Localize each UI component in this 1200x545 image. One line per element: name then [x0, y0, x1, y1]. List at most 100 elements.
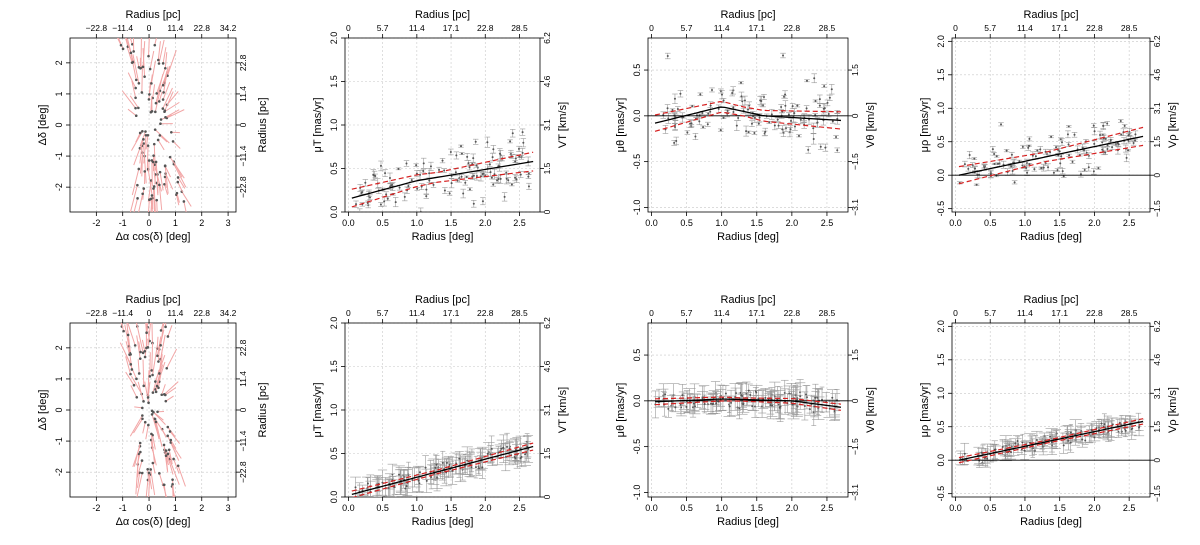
star-point	[154, 418, 157, 421]
data-point	[1061, 141, 1063, 143]
y2-tick-label-2: 0	[238, 122, 248, 127]
data-point	[710, 105, 712, 107]
x2-tick-label-1: 5.7	[984, 308, 996, 318]
data-point	[981, 452, 983, 454]
data-point	[1104, 152, 1106, 154]
star-point	[155, 161, 158, 164]
star-point	[122, 48, 125, 51]
data-point	[462, 193, 464, 195]
star-point	[160, 118, 163, 121]
data-point	[673, 142, 675, 144]
data-point	[514, 177, 516, 179]
y2-tick-label-3: 3.1	[1152, 387, 1162, 399]
data-point	[759, 117, 761, 119]
y2-axis-title: VT [km/s]	[557, 102, 569, 148]
y2-tick-label-0: −1.5	[1152, 485, 1162, 502]
data-point	[784, 94, 786, 96]
data-point	[778, 125, 780, 127]
x-tick-label-2: 1.0	[1019, 503, 1032, 513]
velocity-vector	[159, 473, 163, 485]
x-tick-label-5: 3	[226, 218, 231, 228]
data-point	[795, 394, 797, 396]
data-point	[423, 162, 425, 164]
x-tick-label-3: 1.5	[1053, 218, 1066, 228]
x2-tick-label-5: 28.5	[511, 308, 528, 318]
y-tick-label-2: 0	[54, 407, 64, 412]
star-point	[151, 110, 154, 113]
velocity-vector	[151, 61, 155, 84]
y2-tick-label-1: 1.5	[542, 162, 552, 174]
y-tick-label-2: 0.0	[632, 395, 642, 408]
plot-area	[352, 129, 533, 218]
x-tick-label-2: 1.0	[715, 503, 728, 513]
star-point	[165, 454, 168, 457]
velocity-vector	[170, 157, 184, 178]
y-tick-label-0: -1.0	[632, 200, 642, 216]
data-point	[443, 169, 445, 171]
data-point	[727, 110, 729, 112]
y2-tick-label-3: 1.5	[850, 349, 860, 361]
y2-tick-label-1: −11.4	[238, 430, 248, 451]
data-point	[806, 107, 808, 109]
star-point	[156, 354, 159, 357]
x-tick-label-1: -1	[119, 218, 127, 228]
x2-axis-title: Radius [pc]	[125, 294, 180, 306]
data-point	[1022, 146, 1024, 148]
star-point	[169, 439, 172, 442]
data-point	[744, 100, 746, 102]
x-tick-label-0: 0.0	[949, 218, 962, 228]
data-point	[1000, 123, 1002, 125]
star-point	[141, 130, 144, 133]
star-point	[176, 192, 179, 195]
y2-tick-label-2: 0	[850, 398, 860, 403]
velocity-vector	[171, 442, 181, 458]
data-point	[685, 406, 687, 408]
data-point	[755, 392, 757, 394]
velocity-vector	[169, 459, 179, 485]
data-point	[794, 125, 796, 127]
data-point	[691, 122, 693, 124]
data-point	[680, 404, 682, 406]
star-point	[160, 393, 163, 396]
data-point	[528, 185, 530, 187]
data-point	[397, 168, 399, 170]
data-point	[491, 177, 493, 179]
star-point	[131, 368, 134, 371]
star-point	[141, 192, 144, 195]
velocity-vector	[153, 84, 155, 98]
y2-tick-label-3: 11.4	[238, 371, 248, 387]
star-point	[129, 363, 132, 366]
data-point	[1138, 426, 1140, 428]
x2-tick-label-0: 0	[649, 23, 654, 33]
data-point	[1128, 134, 1130, 136]
data-point	[742, 403, 744, 405]
x-tick-label-1: 0.5	[680, 218, 693, 228]
data-point	[475, 141, 477, 143]
x-tick-label-5: 2.5	[821, 503, 834, 513]
star-point	[147, 424, 150, 427]
plot-area	[952, 119, 1150, 185]
velocity-vector	[184, 201, 188, 219]
data-point	[469, 166, 471, 168]
star-point	[163, 484, 166, 487]
y-axis-title: μT [mas/yr]	[312, 382, 324, 437]
data-point	[420, 211, 422, 213]
data-point	[442, 462, 444, 464]
star-point	[164, 116, 167, 119]
y2-tick-label-2: 1.5	[1152, 136, 1162, 148]
data-point	[1033, 168, 1035, 170]
star-point	[177, 464, 180, 467]
star-point	[145, 347, 148, 350]
data-point	[792, 105, 794, 107]
data-point	[721, 94, 723, 96]
y-tick-label-3: 1.5	[329, 360, 339, 373]
data-point	[466, 156, 468, 158]
velocity-vector	[152, 343, 153, 371]
star-point	[148, 472, 151, 475]
data-point	[506, 446, 508, 448]
star-point	[162, 84, 165, 87]
data-point	[1068, 125, 1070, 127]
star-point	[152, 187, 155, 190]
